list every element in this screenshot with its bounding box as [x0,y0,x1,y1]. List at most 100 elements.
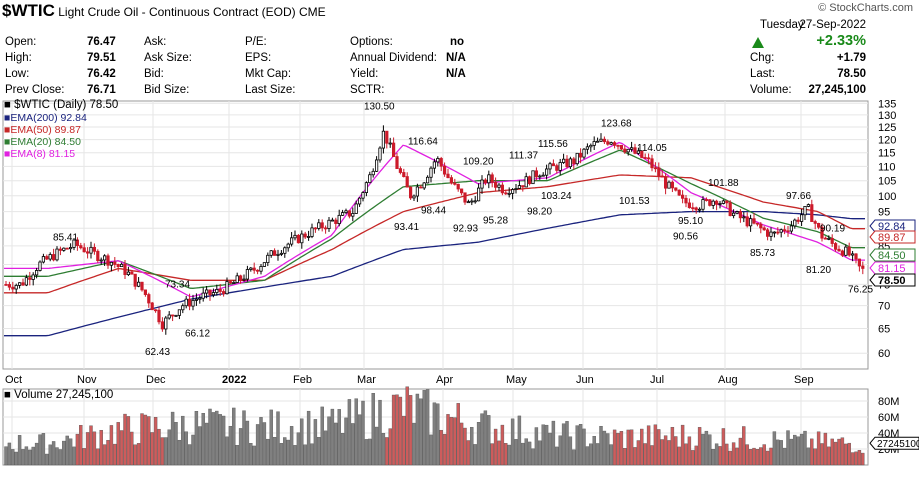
volume-bar [623,448,627,466]
candle-body [626,148,630,153]
candle-body [623,148,627,153]
volume-bar [167,429,171,466]
candle-body [721,200,726,204]
candle-body [793,219,797,227]
legend-swatch: ■ [4,124,11,136]
volume-bar [670,426,675,466]
candle-body [52,254,56,261]
legend-label: EMA(20) 84.50 [10,136,81,148]
candle-body [439,158,443,167]
volume-bar [218,414,222,466]
candle-body [164,317,168,330]
price-tick-label: 70 [878,301,890,313]
volume-bar [789,438,794,466]
candle-body [732,212,736,217]
volume-bar [272,437,277,466]
candle-body [238,275,243,281]
volume-bar [786,430,790,466]
last-value: 78.50 [837,68,866,80]
candle-body [857,258,862,267]
candle-body [633,147,637,154]
candle-body [657,167,661,177]
candle-body [245,269,249,280]
volume-bar [123,413,127,466]
candle-body [79,245,83,249]
x-tick-label: Nov [77,374,97,386]
legend-label: EMA(200) 92.84 [10,112,87,124]
last-value-tag-box [869,219,916,233]
volume-bar [425,389,430,466]
candle-body [218,289,222,292]
volume-bar [75,433,80,466]
candle-body [96,250,100,261]
candle-body [126,271,130,276]
candle-body [738,211,743,219]
volume-bar [748,449,753,466]
volume-bar [204,422,209,466]
candle-body [58,248,63,251]
volume-bar [504,443,508,466]
volume-bar [259,417,263,466]
candle-body [174,314,178,317]
candle-body [86,251,90,254]
volume-bar [330,408,335,466]
volume-tick-label: 80M [878,396,899,408]
legend-swatch: ■ [4,136,11,148]
candle-body [806,204,811,207]
volume-bar [745,444,749,466]
candle-body [381,130,386,149]
volume-bar [201,413,205,466]
volume-bar [364,439,369,466]
volume-bar [742,426,746,466]
volume-bar [521,442,525,466]
candle-body [749,218,753,227]
last-size-label: Last Size: [245,84,296,96]
volume-bar [266,438,270,466]
candle-body [779,229,783,233]
volume-bar [354,398,358,466]
last-label: Last: [750,68,775,80]
volume-bar [813,448,817,466]
low-label: Low: [5,68,30,80]
volume-bar [28,449,32,466]
volume-bar [633,447,637,466]
candle-body [276,253,280,256]
volume-value: 27,245,100 [808,84,866,96]
price-annotation: 93.41 [394,222,419,233]
volume-bar [793,434,797,466]
candle-body [786,230,790,233]
symbol: $WTIC [2,1,55,20]
volume-bar [827,446,831,466]
price-annotation: 98.44 [421,206,446,217]
prev-close-label: Prev Close: [5,84,65,96]
candle-body [184,298,188,307]
candle-body [470,200,474,203]
candle-body [300,233,304,244]
volume-bar [289,426,294,466]
volume-bar [24,446,29,466]
change-percent: +2.33% [816,33,866,49]
candle-body [572,158,576,165]
volume-bar [228,425,233,466]
legend-ema200: ■EMA(200) 92.84 [4,112,87,124]
candle-body [177,309,181,316]
candle-body [670,181,675,189]
volume-bar [221,415,226,466]
candle-body [677,189,681,196]
candle-body [28,277,32,280]
last-value-tag-label: 84.50 [878,250,906,262]
volume-bar [378,399,382,466]
candle-body [820,226,824,239]
volume-bar [337,409,341,466]
volume-bar [493,428,498,466]
candle-body [823,237,828,240]
volume-bar [313,419,318,466]
candle-body [221,291,226,295]
volume-bar [589,443,593,466]
volume-bar [776,439,780,466]
candle-body [208,289,212,296]
volume-bar [772,431,777,466]
volume-bar [578,424,583,466]
candle-body [354,203,358,214]
